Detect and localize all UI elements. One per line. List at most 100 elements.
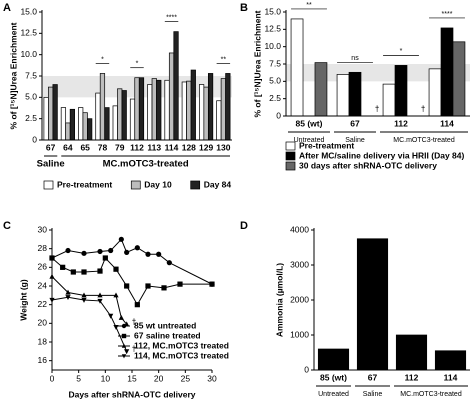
x-tick-label: 67: [46, 142, 56, 152]
y-tick-label: 30: [38, 224, 48, 234]
point: [177, 281, 183, 287]
y-tick-label: 18: [38, 336, 48, 346]
reference-band: [286, 64, 470, 82]
point: [113, 292, 119, 298]
legend-swatch: [43, 180, 54, 190]
bar: [48, 86, 54, 141]
point: [124, 283, 130, 289]
y-axis-label: % of [¹⁵N]Urea Enrichment: [8, 22, 18, 129]
x-tick-label: 112: [130, 142, 144, 152]
y-tick-label: 4000: [290, 224, 309, 234]
bar: [78, 107, 84, 141]
x-tick-label: 5: [76, 373, 81, 383]
x-tick-label: 20: [154, 373, 164, 383]
legend-label: 112, MC.mOTC3 treated: [134, 340, 229, 350]
group-label: MC.mOTC3-treated: [400, 391, 462, 398]
sig-label: **: [306, 2, 312, 9]
point: [97, 298, 103, 304]
group-label: Saline: [37, 159, 65, 170]
bar: [199, 84, 205, 141]
y-tick-label: 20: [38, 318, 48, 328]
x-tick-label: 85 (wt): [320, 372, 347, 382]
bar: [112, 105, 118, 141]
y-tick-label: 10.0: [264, 41, 281, 51]
group-label: Saline: [345, 137, 365, 144]
bar: [336, 74, 350, 117]
x-tick-label: 113: [147, 142, 161, 152]
bar: [87, 118, 93, 141]
x-tick-label: 30: [207, 373, 217, 383]
point: [81, 250, 87, 256]
legend-marker: [121, 333, 127, 339]
bar: [117, 88, 123, 141]
y-tick-label: 1000: [290, 329, 309, 339]
point: [65, 289, 71, 295]
series-line: [51, 296, 128, 352]
x-tick-label: 0: [50, 373, 55, 383]
bar: [434, 350, 467, 371]
x-tick-label: 112: [405, 372, 419, 382]
bar: [452, 41, 466, 117]
bar: [216, 100, 222, 141]
bar: [394, 65, 408, 117]
y-tick-label: 2.5: [269, 93, 281, 103]
y-axis-label: % of [¹⁵N]Urea Enrichment: [252, 10, 262, 117]
sig-label: ****: [166, 14, 177, 21]
panel-letter: A: [3, 2, 11, 14]
legend-swatch: [285, 151, 296, 161]
point: [70, 269, 76, 275]
y-tick-label: 0: [276, 110, 281, 120]
bar: [314, 62, 328, 117]
x-tick-label: 65: [80, 142, 90, 152]
point: [166, 260, 172, 266]
y-tick-label: 7.5: [25, 70, 37, 80]
x-tick-label: 67: [368, 372, 378, 382]
legend-label: 30 days after shRNA-OTC delivery: [299, 160, 437, 170]
point: [81, 292, 87, 298]
point: [209, 281, 215, 287]
point: [97, 268, 103, 274]
bar: [203, 86, 209, 141]
x-tick-label: 128: [182, 142, 196, 152]
point: [156, 251, 162, 257]
x-tick-label: 112: [394, 118, 408, 128]
point: [60, 264, 66, 270]
legend-label: After MC/saline delivery via HRII (Day 8…: [299, 150, 465, 160]
group-label: Saline: [363, 391, 383, 398]
point: [97, 292, 103, 298]
bar: [428, 68, 442, 117]
bar: [82, 112, 88, 141]
point: [97, 248, 103, 255]
y-tick-label: 2.5: [25, 113, 37, 123]
bar: [134, 77, 140, 141]
end-label: †: [132, 317, 137, 327]
y-tick-label: 5.0: [25, 92, 37, 102]
x-tick-label: 10: [101, 373, 111, 383]
bar: [317, 348, 350, 371]
legend-label: Day 84: [204, 179, 232, 189]
bar: [65, 122, 71, 141]
bar: [220, 78, 226, 141]
point: [134, 302, 140, 308]
legend-label: 67 saline treated: [134, 330, 201, 340]
y-tick-label: 15.0: [20, 6, 37, 16]
sig-label: *: [136, 61, 139, 68]
y-tick-label: 28: [38, 243, 48, 253]
bar: [395, 334, 428, 371]
point: [145, 283, 151, 289]
bar: [356, 238, 389, 371]
legend-label: 85 wt untreated: [134, 320, 196, 330]
legend-swatch: [285, 161, 296, 171]
bar: [156, 79, 162, 141]
bar: [147, 84, 153, 141]
sig-label: *: [400, 48, 403, 55]
bar: [104, 107, 110, 141]
end-label: †: [132, 344, 137, 354]
y-tick-label: 0: [32, 134, 37, 144]
x-tick-label: 15: [127, 373, 137, 383]
missing-mark: †: [375, 103, 380, 113]
point: [81, 297, 87, 303]
x-tick-label: 78: [98, 142, 108, 152]
legend-label: Pre-treatment: [299, 140, 354, 150]
bar: [186, 80, 192, 141]
